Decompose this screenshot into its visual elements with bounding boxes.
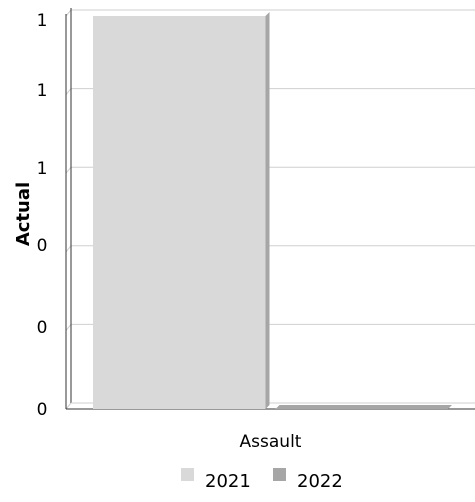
legend-label: 2022 — [297, 471, 343, 492]
legend-label: 2021 — [205, 471, 251, 492]
y-tick-label: 0 — [37, 318, 48, 338]
gridline — [65, 9, 475, 17]
legend: 2021 2022 — [181, 468, 343, 492]
bar-2021 — [93, 12, 270, 409]
legend-item-2021: 2021 — [181, 468, 251, 492]
category-labels: Assault — [240, 432, 302, 452]
y-tick-label: 0 — [37, 236, 48, 256]
y-tick-label: 1 — [37, 159, 48, 179]
legend-item-2022: 2022 — [273, 468, 343, 492]
bars — [93, 12, 452, 409]
legend-swatch — [181, 468, 194, 481]
y-tick-label: 0 — [37, 400, 48, 420]
bar-2022 — [275, 405, 452, 409]
legend-swatch — [273, 468, 286, 481]
x-category-label: Assault — [240, 432, 302, 452]
y-tick-label: 1 — [37, 11, 48, 31]
y-tick-labels: 0 0 0 1 1 1 — [37, 11, 48, 420]
y-tick-label: 1 — [37, 81, 48, 101]
y-axis-label: Actual — [13, 182, 34, 246]
